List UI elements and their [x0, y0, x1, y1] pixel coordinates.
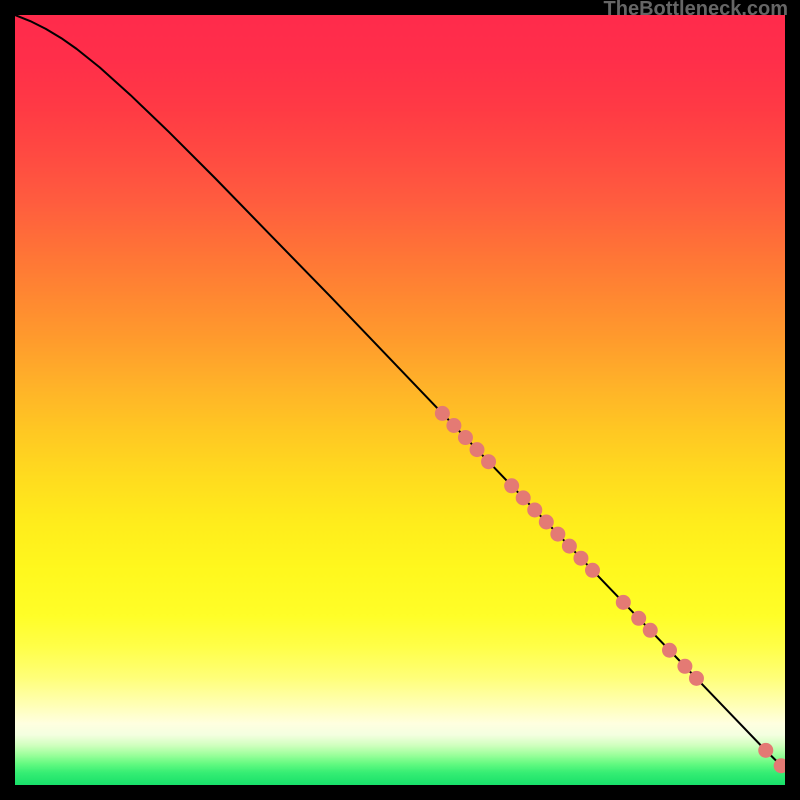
data-marker — [551, 527, 565, 541]
stage: TheBottleneck.com — [0, 0, 800, 800]
data-marker — [689, 671, 703, 685]
data-marker — [616, 595, 630, 609]
data-marker — [528, 503, 542, 517]
data-marker — [516, 491, 530, 505]
data-marker — [663, 643, 677, 657]
data-marker — [774, 759, 785, 773]
data-marker — [447, 419, 461, 433]
data-marker — [470, 443, 484, 457]
data-marker — [505, 479, 519, 493]
data-marker — [539, 515, 553, 529]
data-marker — [643, 623, 657, 637]
data-marker — [632, 611, 646, 625]
watermark-text: TheBottleneck.com — [604, 0, 788, 21]
data-marker — [562, 539, 576, 553]
data-marker — [482, 455, 496, 469]
data-marker — [586, 563, 600, 577]
chart-overlay — [15, 15, 785, 785]
data-marker — [678, 659, 692, 673]
data-marker — [435, 406, 449, 420]
data-marker — [458, 431, 472, 445]
data-marker — [759, 743, 773, 757]
data-marker — [574, 551, 588, 565]
